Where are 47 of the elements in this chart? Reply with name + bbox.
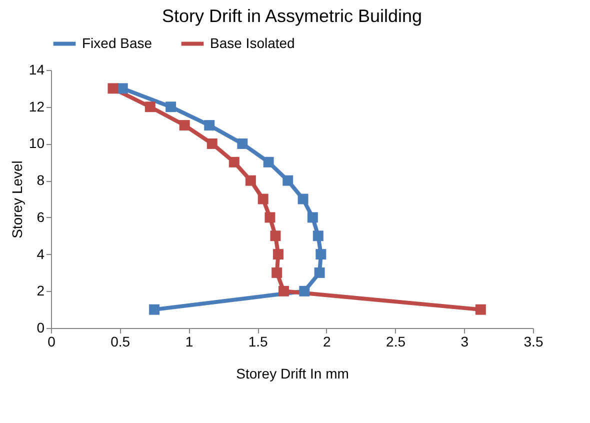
point: [475, 304, 486, 315]
x-tick-label: 0: [48, 334, 56, 350]
x-tick-label: 2: [323, 334, 332, 350]
point: [263, 156, 274, 168]
x-tick-label: 0.5: [110, 334, 130, 350]
point: [144, 102, 156, 112]
legend-label: Fixed Base: [82, 34, 152, 51]
point: [272, 249, 284, 260]
y-tick-label: 2: [36, 282, 45, 299]
point: [149, 304, 160, 315]
point: [245, 175, 256, 186]
point: [206, 138, 218, 149]
point: [282, 175, 294, 186]
point: [270, 230, 281, 242]
y-tick-label: 10: [28, 135, 45, 152]
point: [312, 230, 324, 242]
y-axis-title: Storey Level: [8, 160, 25, 238]
point: [179, 120, 190, 131]
point: [314, 267, 325, 278]
point: [108, 83, 118, 94]
y-tick-label: 4: [36, 246, 45, 262]
legend-label: Base Isolated: [210, 34, 295, 51]
point: [264, 212, 276, 223]
y-tick-label: 12: [28, 98, 45, 114]
point: [117, 83, 128, 94]
point: [272, 267, 282, 278]
point: [237, 138, 248, 149]
point: [228, 156, 240, 168]
point: [278, 286, 289, 296]
point: [307, 212, 318, 223]
y-tick-label: 8: [36, 172, 45, 188]
point: [204, 120, 215, 131]
y-tick-label: 0: [36, 320, 45, 336]
point: [316, 249, 326, 260]
y-tick-label: 6: [36, 208, 45, 225]
point: [299, 286, 310, 296]
point: [166, 102, 176, 112]
x-tick-label: 3.5: [524, 334, 544, 350]
x-tick-label: 2.5: [386, 334, 406, 350]
y-tick-label: 14: [28, 62, 45, 78]
point: [298, 194, 308, 204]
point: [258, 194, 268, 204]
x-tick-label: 3: [460, 334, 469, 350]
x-axis-title: Storey Drift In mm: [236, 366, 349, 382]
x-tick-label: 1.5: [248, 334, 268, 350]
x-tick-label: 1: [185, 334, 194, 350]
chart-title: Story Drift in Assymetric Building: [162, 6, 422, 26]
